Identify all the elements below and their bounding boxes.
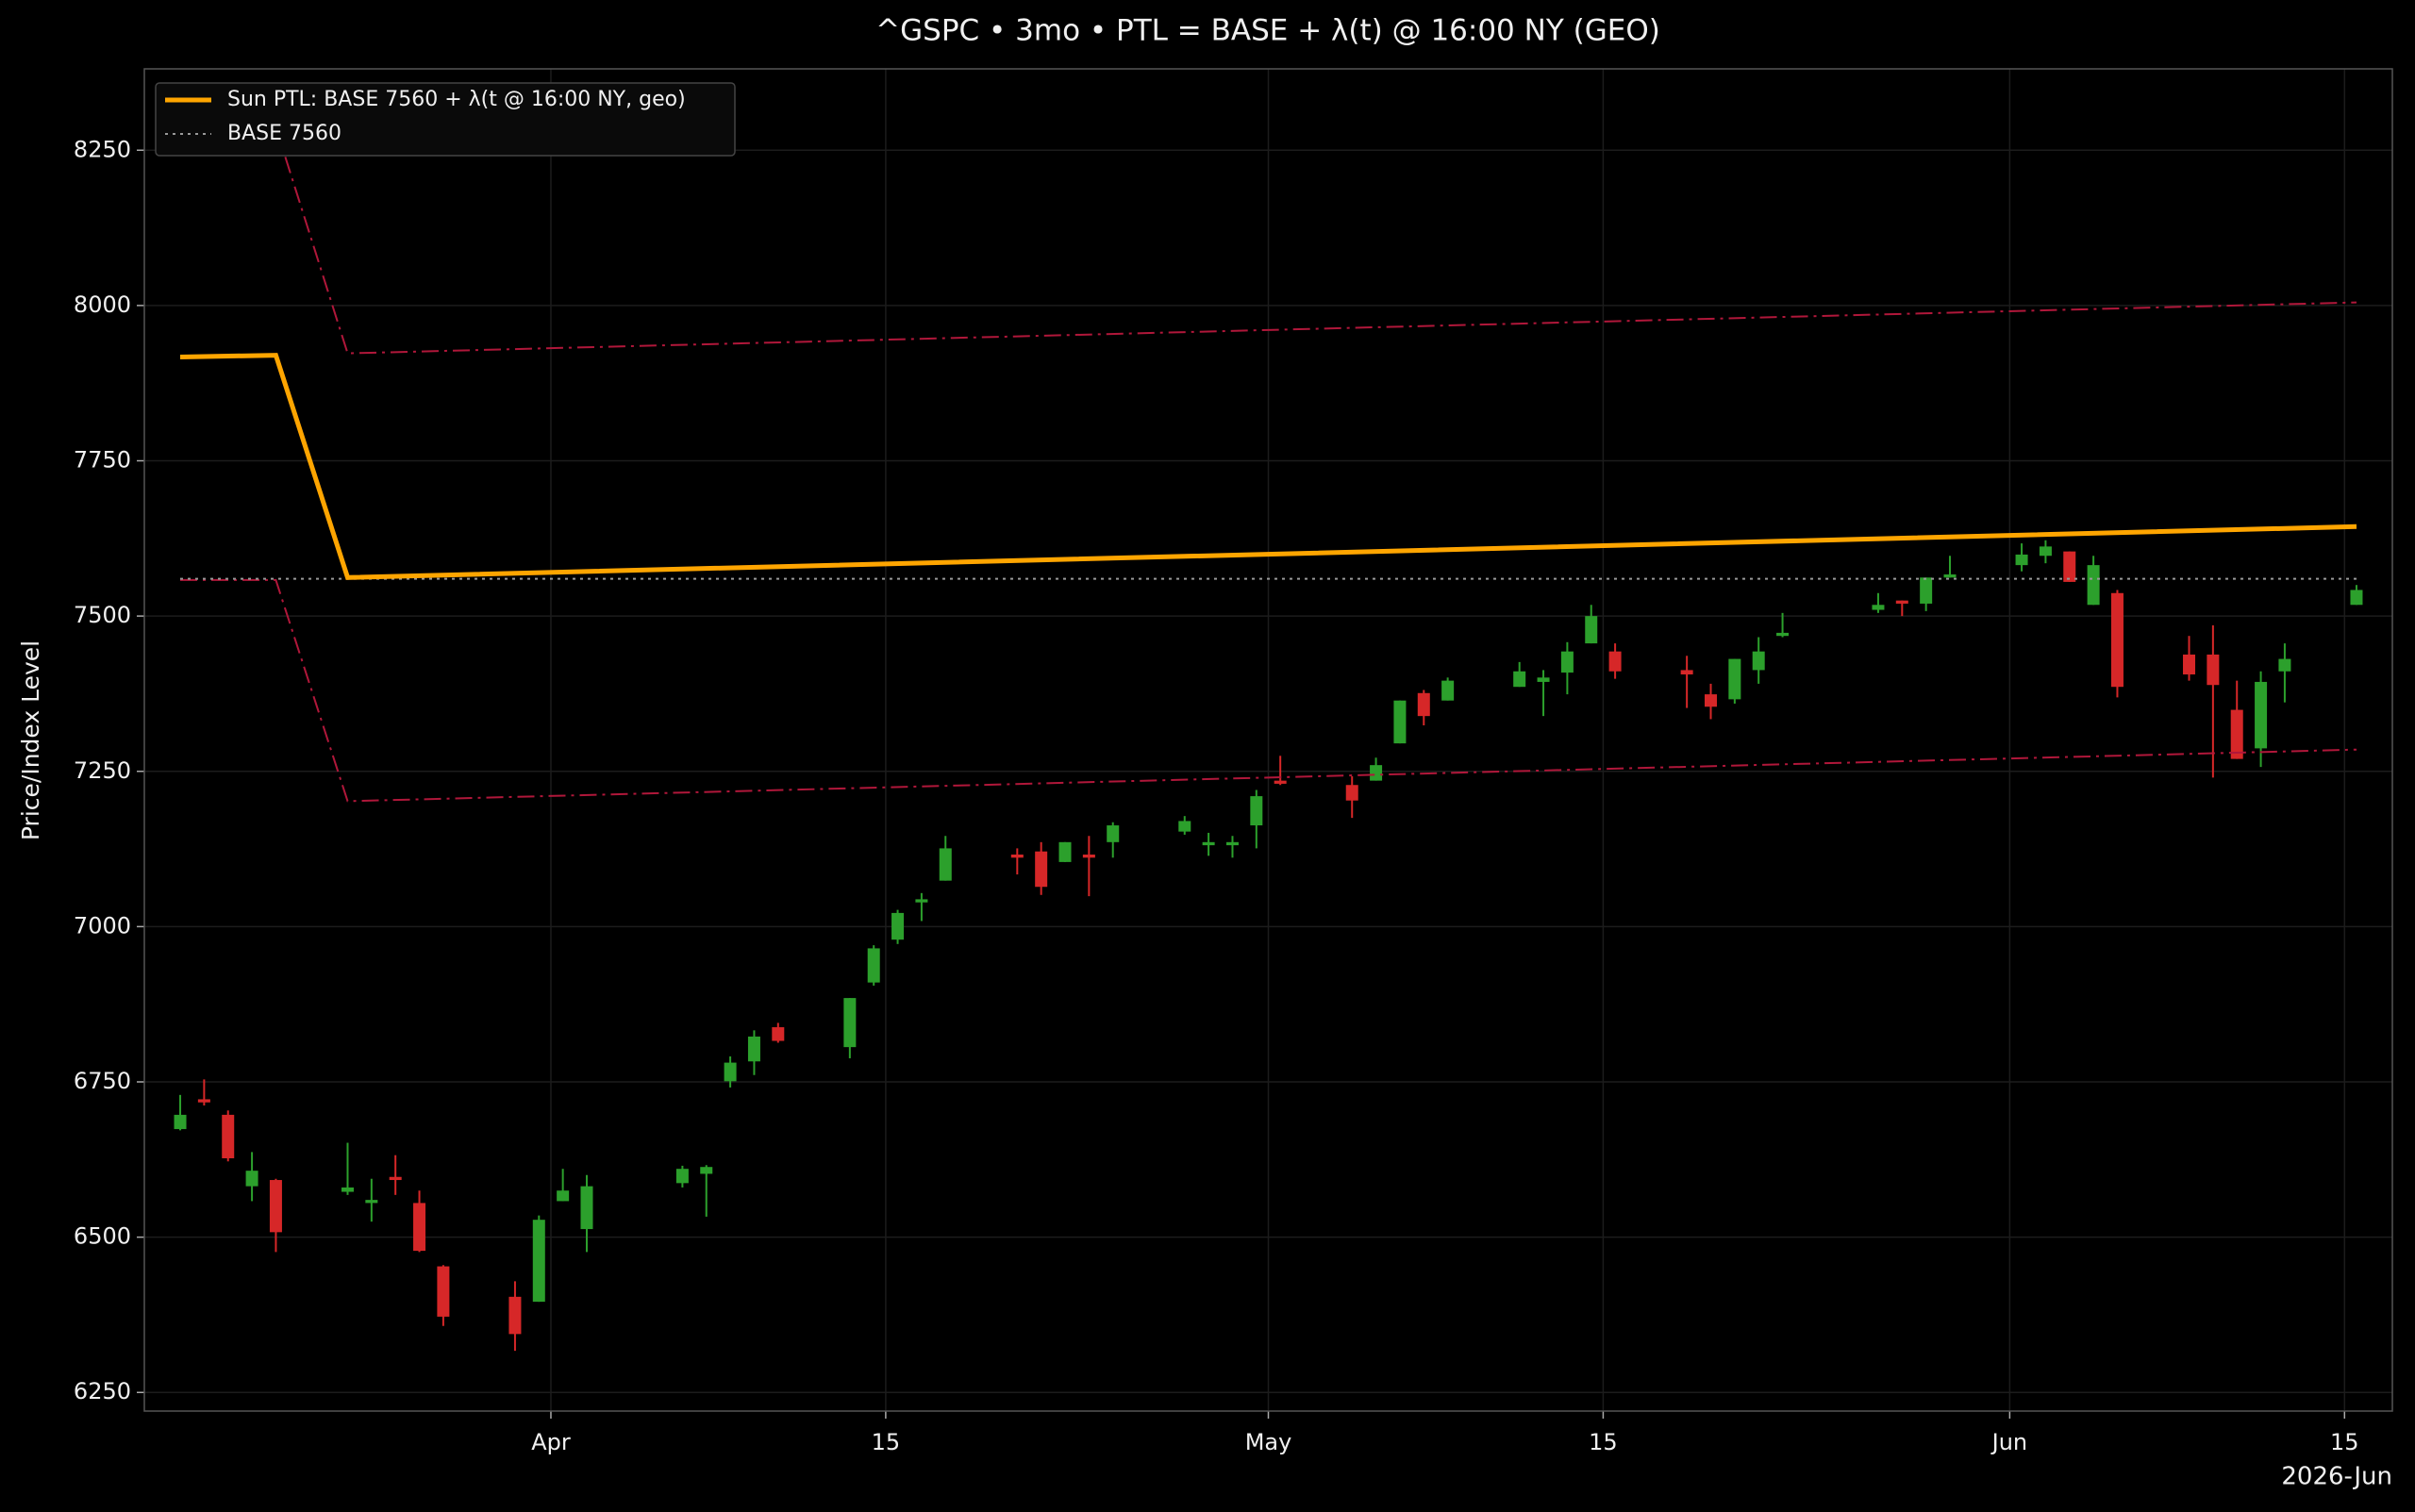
candle-body — [1441, 680, 1455, 701]
candle-body — [269, 1180, 282, 1233]
candle-body — [1704, 694, 1717, 707]
candle-body — [341, 1187, 354, 1192]
candle-body — [1178, 821, 1191, 832]
candle-body — [843, 998, 857, 1048]
y-tick-label: 7750 — [74, 447, 131, 474]
candle-body — [2278, 658, 2291, 672]
candle-body — [389, 1176, 402, 1181]
candle-body — [197, 1099, 210, 1103]
y-tick-label: 6250 — [74, 1378, 131, 1404]
y-tick-label: 8250 — [74, 136, 131, 162]
band-line — [180, 578, 2357, 803]
candle-body — [1608, 651, 1622, 672]
candle-body — [1202, 841, 1215, 846]
candle-body — [2063, 551, 2076, 582]
candle-body — [1370, 765, 1383, 781]
candle-body — [1393, 700, 1407, 744]
candle-body — [2230, 709, 2243, 759]
candle-body — [1872, 605, 1885, 610]
x-tick-label: 15 — [872, 1429, 901, 1455]
candle-body — [675, 1169, 689, 1184]
candle-body — [1680, 670, 1693, 675]
candle-body — [2183, 654, 2196, 675]
candle-body — [1345, 785, 1358, 801]
candle-body — [1585, 616, 1598, 644]
candle-body — [222, 1114, 235, 1158]
y-tick-label: 7500 — [74, 602, 131, 628]
candle-body — [508, 1296, 522, 1335]
candle-body — [580, 1186, 593, 1230]
legend-label: BASE 7560 — [227, 122, 341, 145]
candle-body — [1082, 854, 1095, 858]
y-axis-label: Price/Index Level — [17, 640, 44, 840]
band-line — [275, 126, 2357, 355]
candle-body — [700, 1167, 713, 1174]
y-tick-label: 7000 — [74, 912, 131, 939]
candle-body — [2039, 546, 2052, 557]
candle-body — [1920, 577, 1933, 604]
x-tick-label: 15 — [1589, 1429, 1618, 1455]
candle-body — [1537, 677, 1550, 682]
candle-body — [1776, 632, 1790, 637]
candle-body — [1943, 574, 1957, 578]
candle-body — [2255, 681, 2268, 749]
candle-body — [1250, 796, 1263, 826]
x-tick-label: Apr — [531, 1429, 571, 1455]
candle-body — [1513, 671, 1526, 688]
x-tick-label: May — [1245, 1429, 1292, 1455]
legend-label: Sun PTL: BASE 7560 + λ(t @ 16:00 NY, geo… — [227, 88, 686, 111]
candle-body — [1035, 851, 1048, 888]
candle-body — [532, 1220, 545, 1303]
ptl-line — [179, 353, 2357, 580]
x-tick-label: Jun — [1990, 1429, 2028, 1455]
candle-body — [245, 1171, 258, 1187]
candle-body — [939, 848, 952, 881]
candle-body — [557, 1190, 570, 1202]
candle-body — [1728, 658, 1741, 700]
y-tick-label: 8000 — [74, 291, 131, 318]
candle-body — [413, 1203, 426, 1252]
legend-box — [155, 82, 736, 157]
candle-body — [2207, 654, 2220, 686]
plot-area — [174, 126, 2363, 1352]
candle-body — [1225, 841, 1239, 846]
candle-body — [891, 912, 905, 940]
candle-body — [2087, 565, 2100, 606]
legend: Sun PTL: BASE 7560 + λ(t @ 16:00 NY, geo… — [155, 82, 736, 157]
x-tick-label: 15 — [2330, 1429, 2359, 1455]
candle-body — [1752, 651, 1765, 671]
candle-body — [365, 1200, 378, 1204]
candle-body — [174, 1114, 187, 1130]
candle-body — [1417, 692, 1430, 717]
candle-body — [1274, 780, 1287, 784]
candle-body — [2015, 554, 2028, 566]
plot-frame — [143, 68, 2393, 1412]
candle-body — [1010, 854, 1024, 858]
candle-body — [724, 1062, 737, 1082]
candle-body — [2350, 590, 2363, 606]
candle-body — [1107, 825, 1120, 842]
candle-body — [867, 948, 880, 983]
candle-body — [772, 1027, 785, 1041]
chart-title: ^GSPC • 3mo • PTL = BASE + λ(t) @ 16:00 … — [875, 14, 1660, 48]
candle-body — [437, 1266, 450, 1317]
candle-body — [2110, 592, 2124, 688]
x-offset-label: 2026-Jun — [2281, 1463, 2392, 1491]
y-tick-label: 6500 — [74, 1223, 131, 1250]
candle-body — [1895, 600, 1908, 604]
y-tick-label: 6750 — [74, 1068, 131, 1094]
candle-body — [915, 899, 928, 903]
candle-body — [1560, 651, 1574, 673]
candle-body — [1058, 841, 1072, 862]
y-tick-label: 7250 — [74, 757, 131, 784]
candle-body — [747, 1036, 760, 1062]
